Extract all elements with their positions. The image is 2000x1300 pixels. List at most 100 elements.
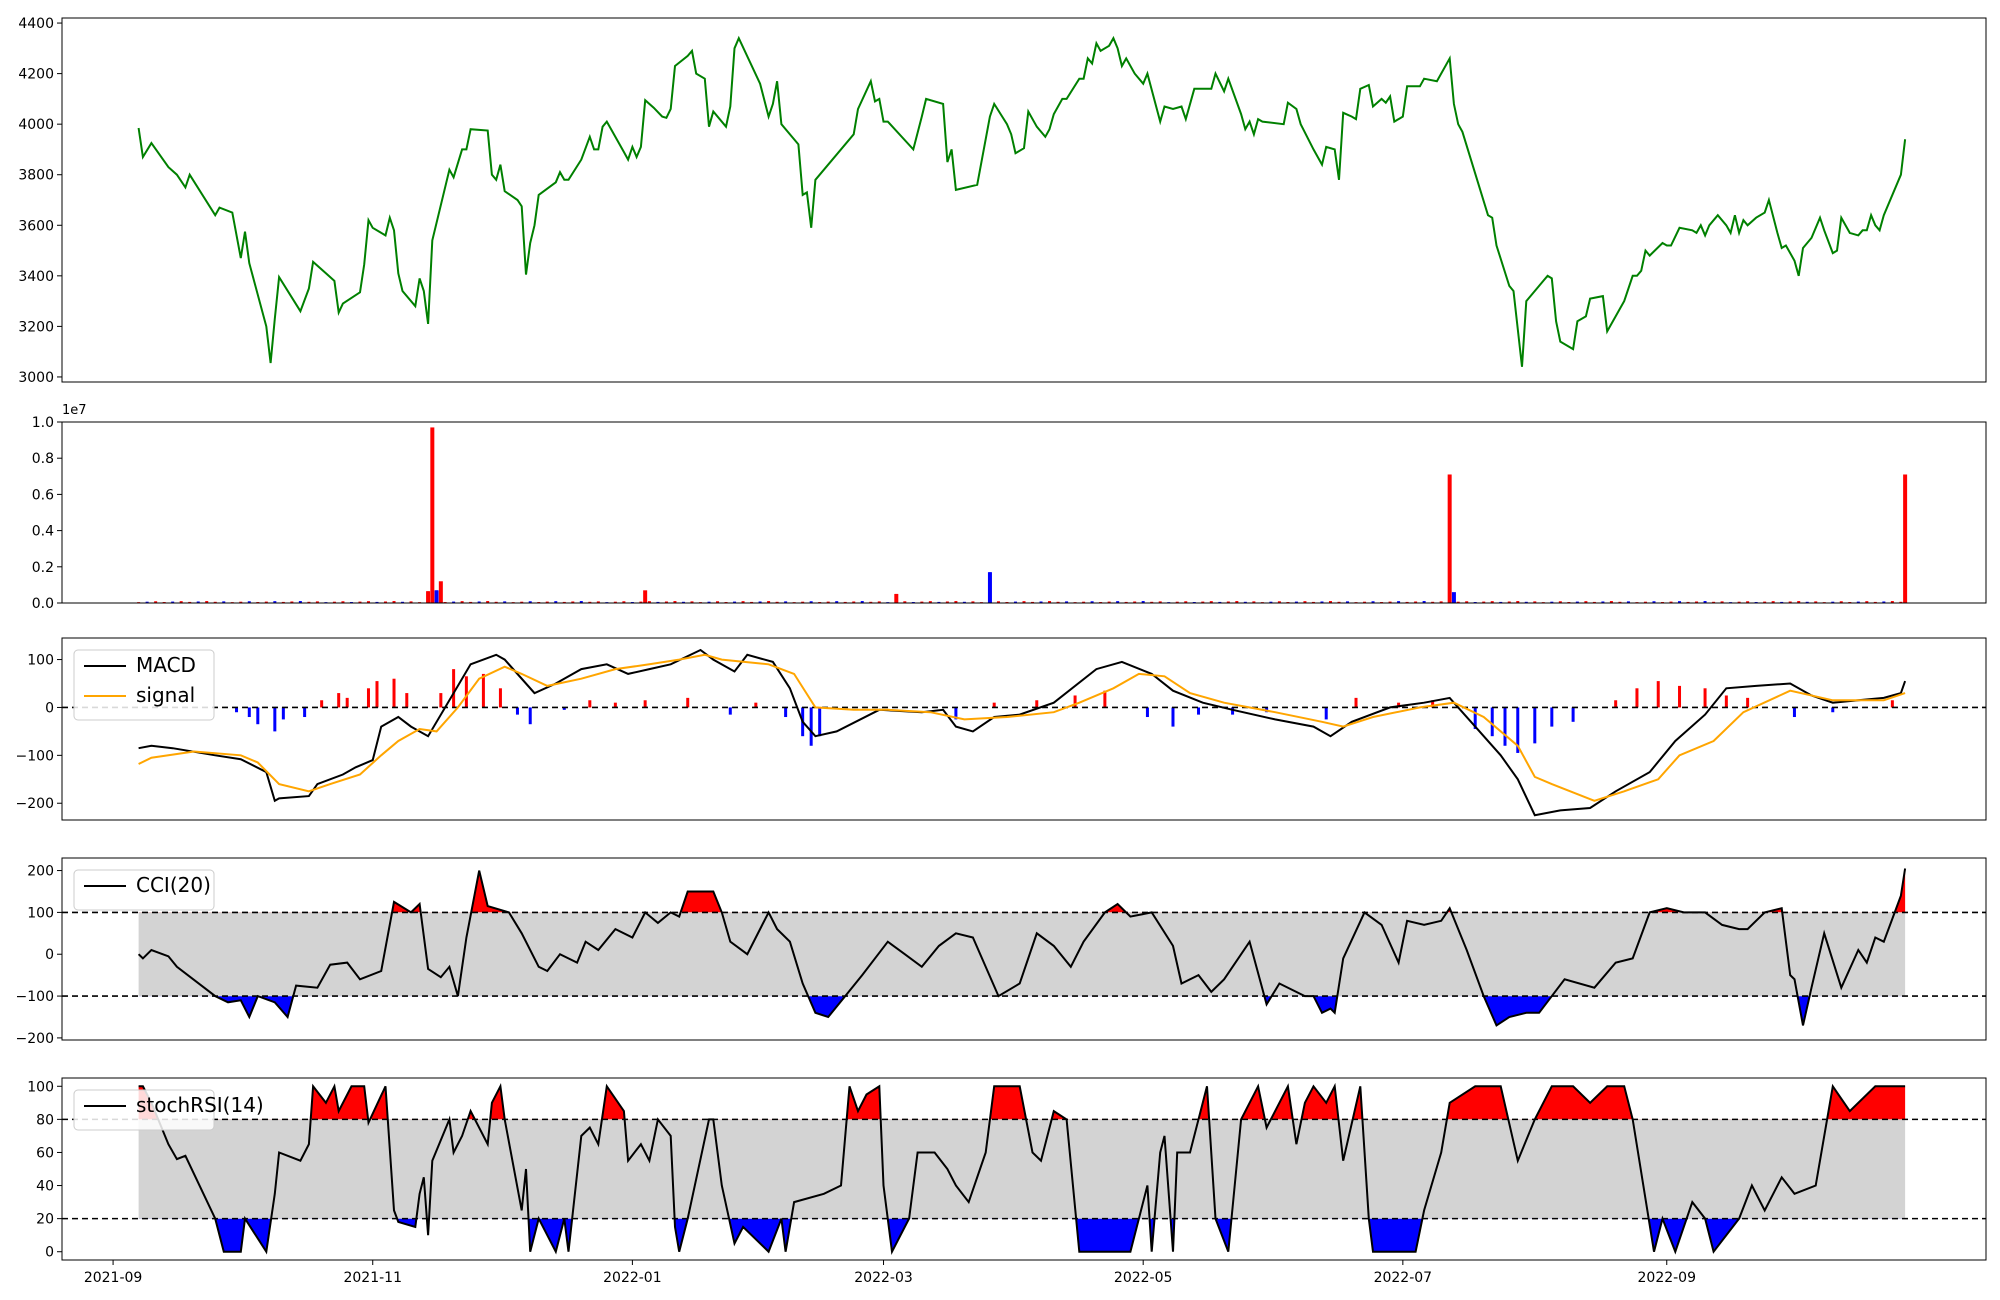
volume-bar	[469, 601, 473, 603]
volume-bar	[1695, 601, 1699, 603]
volume-bar	[690, 601, 694, 603]
volume-bar	[1388, 601, 1392, 603]
x-tick-label: 2022-01	[603, 1270, 662, 1286]
volume-bar	[205, 601, 209, 603]
volume-bar	[503, 601, 507, 603]
volume-bar	[1090, 601, 1094, 603]
y-tick-label: 40	[36, 1179, 54, 1195]
macd-histogram-bar	[498, 688, 502, 708]
macd-legend	[73, 649, 215, 721]
volume-bar	[877, 601, 881, 603]
volume-bar	[1056, 601, 1060, 603]
macd-histogram-bar	[1792, 707, 1796, 718]
y-tick-label: −200	[16, 1031, 54, 1047]
macd-histogram-bar	[954, 707, 958, 720]
volume-spike-bar	[1903, 474, 1908, 603]
macd-frame	[61, 637, 1987, 821]
volume-bar	[707, 601, 711, 603]
volume-bar	[920, 601, 924, 603]
volume-bar	[460, 601, 464, 603]
volume-spike-bar	[643, 590, 648, 603]
volume-bar	[750, 601, 754, 603]
volume-bar	[1328, 601, 1332, 603]
volume-bar	[1022, 601, 1026, 603]
macd-panel: −200 −100 0 100 MACD signal	[16, 637, 1987, 821]
volume-spike-bar	[987, 572, 992, 603]
y-tick-label: 100	[27, 1079, 54, 1095]
macd-histogram-bar	[1746, 697, 1750, 708]
y-tick-label: 0.2	[32, 560, 54, 576]
volume-bar	[315, 601, 319, 603]
volume-bar	[639, 601, 643, 603]
volume-bar	[264, 601, 268, 603]
volume-bar	[622, 601, 626, 603]
volume-spike-bar	[434, 590, 439, 603]
macd-histogram-bar	[1103, 690, 1107, 708]
volume-bar	[784, 601, 788, 603]
macd-histogram-bar	[392, 678, 396, 708]
volume-scale-label: 1e7	[62, 403, 87, 418]
x-tick-label: 2022-03	[854, 1270, 913, 1286]
y-tick-label: 3200	[18, 319, 54, 335]
macd-histogram-bar	[1035, 700, 1039, 708]
volume-bar	[673, 601, 677, 603]
volume-bar	[1065, 601, 1069, 603]
volume-bar	[716, 601, 720, 603]
volume-bar	[647, 601, 651, 603]
volume-bar	[1507, 601, 1511, 603]
volume-bar	[1422, 601, 1426, 603]
y-tick-label: 60	[36, 1145, 54, 1161]
volume-frame	[61, 421, 1987, 604]
volume-bar	[494, 601, 498, 603]
volume-bar	[1737, 601, 1741, 603]
volume-bar	[554, 601, 558, 603]
y-tick-label: 20	[36, 1212, 54, 1228]
volume-bar	[1575, 601, 1579, 603]
volume-bar	[1311, 601, 1315, 603]
macd-histogram-bar	[754, 702, 758, 708]
macd-histogram-bar	[1171, 707, 1175, 727]
macd-histogram-bar	[1533, 707, 1537, 744]
macd-histogram-bar	[1473, 707, 1477, 729]
macd-histogram-bar	[235, 707, 239, 713]
volume-bar	[1158, 601, 1162, 603]
volume-bar	[1712, 601, 1716, 603]
volume-bar	[1482, 601, 1486, 603]
volume-bar	[843, 601, 847, 603]
volume-bar	[1133, 601, 1137, 603]
macd-histogram-bar	[1431, 700, 1435, 708]
volume-bar	[239, 601, 243, 603]
macd-histogram-bar	[1516, 707, 1520, 753]
volume-bar	[1771, 601, 1775, 603]
macd-histogram-bar	[1678, 685, 1682, 708]
cci-band	[138, 912, 1906, 997]
macd-histogram-bar	[562, 707, 566, 710]
volume-bar	[1124, 601, 1128, 603]
macd-histogram-bar	[1724, 695, 1728, 708]
volume-bar	[520, 601, 524, 603]
macd-histogram-bar	[613, 702, 617, 708]
volume-bar	[1235, 601, 1239, 603]
volume-bar	[937, 601, 941, 603]
volume-bar	[928, 601, 932, 603]
volume-bar	[273, 601, 277, 603]
macd-histogram-bar	[366, 688, 370, 708]
volume-bar	[1882, 601, 1886, 603]
macd-histogram-bar	[345, 697, 349, 708]
volume-bar	[1277, 601, 1281, 603]
macd-histogram-bar	[515, 707, 519, 715]
volume-bar	[545, 601, 549, 603]
macd-histogram-bar	[337, 693, 341, 708]
volume-bar	[1746, 601, 1750, 603]
volume-bar	[1626, 601, 1630, 603]
volume-bar	[1686, 601, 1690, 603]
volume-bar	[375, 601, 379, 603]
volume-bar	[835, 601, 839, 603]
volume-bar	[1720, 601, 1724, 603]
macd-histogram-bar	[1354, 697, 1358, 708]
volume-spike-bar	[1451, 592, 1456, 603]
volume-bar	[681, 601, 685, 603]
volume-bar	[196, 601, 200, 603]
volume-bar	[1550, 601, 1554, 603]
